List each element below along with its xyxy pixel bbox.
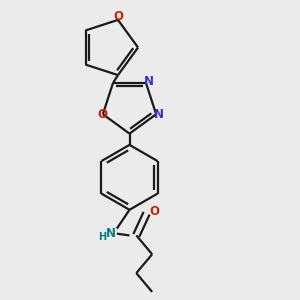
Text: N: N: [144, 75, 154, 88]
Text: H: H: [98, 232, 106, 242]
Text: O: O: [98, 108, 108, 121]
Text: N: N: [154, 108, 164, 122]
Text: N: N: [106, 227, 116, 240]
Text: O: O: [149, 205, 159, 218]
Text: O: O: [113, 10, 123, 23]
